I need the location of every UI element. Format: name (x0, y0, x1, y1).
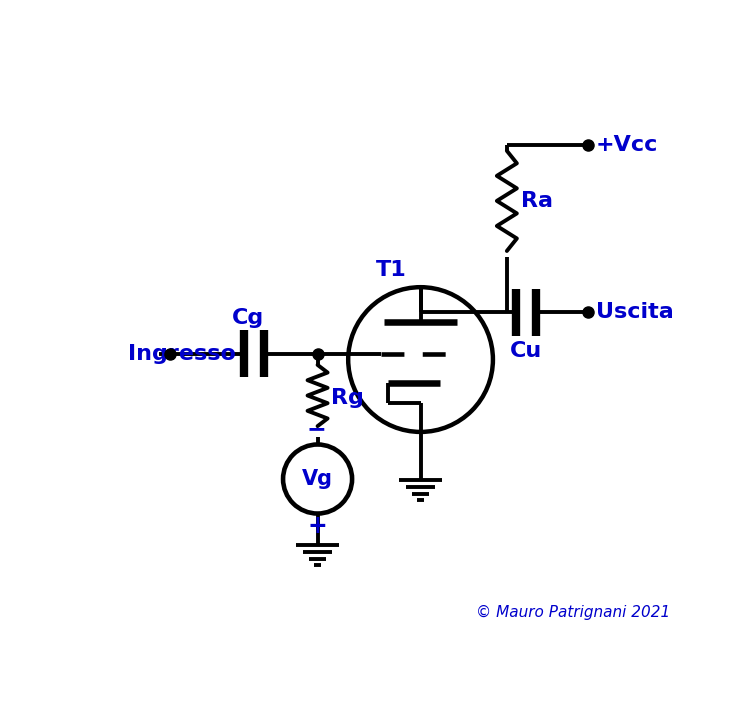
Text: Ra: Ra (520, 191, 553, 211)
Text: T1: T1 (376, 260, 406, 281)
Text: Rg: Rg (332, 388, 364, 408)
Text: Cg: Cg (232, 307, 264, 328)
Text: +Vcc: +Vcc (596, 135, 658, 155)
Text: Cu: Cu (510, 341, 542, 362)
Text: −: − (307, 417, 326, 441)
Text: Vg: Vg (302, 469, 333, 489)
Text: Uscita: Uscita (596, 302, 674, 322)
Circle shape (283, 445, 352, 513)
Text: +: + (308, 514, 328, 538)
Text: © Mauro Patrignani 2021: © Mauro Patrignani 2021 (476, 605, 670, 620)
Text: Ingresso: Ingresso (128, 343, 236, 364)
